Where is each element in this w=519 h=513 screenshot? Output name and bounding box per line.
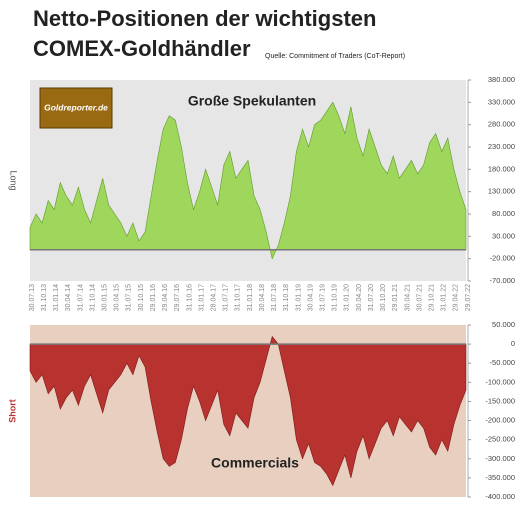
- x-tick-label: 31.07.15: [126, 284, 133, 311]
- y-tick-label: 380.000: [488, 75, 515, 84]
- x-tick-label: 31.10.16: [186, 284, 193, 311]
- x-tick-label: 30.01.15: [102, 284, 109, 311]
- source: Quelle: Commitment of Traders (CoT-Repor…: [265, 53, 405, 60]
- x-tick-label: 28.04.17: [211, 284, 218, 311]
- area: [29, 335, 467, 487]
- x-tick-label: 31.10.19: [332, 284, 339, 311]
- series-label: Commercials: [211, 455, 299, 471]
- y-tick-label: 280.000: [488, 120, 515, 129]
- y-tick-label: -20.000: [490, 254, 515, 263]
- x-tick-label: 31.10.13: [41, 284, 48, 311]
- x-tick-label: 29.01.21: [392, 284, 399, 311]
- x-tick-label: 30.04.15: [114, 284, 121, 311]
- y-axis-label: Short: [7, 399, 17, 423]
- y-tick-label: -400.000: [485, 492, 515, 501]
- x-tick-label: 31.07.20: [368, 284, 375, 311]
- y-tick-label: 230.000: [488, 142, 515, 151]
- x-tick-label: 29.04.16: [162, 284, 169, 311]
- y-tick-label: -150.000: [485, 396, 515, 405]
- y-tick-label: -70.000: [490, 276, 515, 285]
- x-tick-label: 31.10.14: [89, 284, 96, 311]
- x-tick-label: 31.07.14: [77, 284, 84, 311]
- x-tick-label: 31.07.19: [320, 284, 327, 311]
- x-tick-label: 31.01.22: [441, 284, 448, 311]
- y-tick-label: -50.000: [490, 358, 515, 367]
- x-tick-label: 29.04.22: [453, 284, 460, 311]
- title: Netto-Positionen der wichtigsten: [33, 6, 376, 31]
- x-tick-label: 30.04.14: [65, 284, 72, 311]
- x-tick-label: 31.01.19: [295, 284, 302, 311]
- y-tick-label: 80.000: [492, 209, 515, 218]
- y-tick-label: 130.000: [488, 187, 515, 196]
- x-tick-label: 30.04.20: [356, 284, 363, 311]
- x-tick-label: 29.07.16: [174, 284, 181, 311]
- x-tick-label: 30.10.20: [380, 284, 387, 311]
- y-tick-label: -300.000: [485, 454, 515, 463]
- area: [29, 101, 467, 260]
- logo: [39, 87, 113, 129]
- y-tick-label: 50.000: [492, 320, 515, 329]
- x-tick-label: 31.07.18: [271, 284, 278, 311]
- y-tick-label: -200.000: [485, 416, 515, 425]
- x-tick-label: 31.07.17: [223, 284, 230, 311]
- x-tick-label: 29.10.21: [429, 284, 436, 311]
- x-tick-label: 31.10.17: [235, 284, 242, 311]
- x-tick-label: 31.01.20: [344, 284, 351, 311]
- y-tick-label: -250.000: [485, 435, 515, 444]
- x-tick-label: 30.07.21: [416, 284, 423, 311]
- x-tick-label: 29.01.16: [150, 284, 157, 311]
- series-label: Große Spekulanten: [188, 93, 316, 109]
- y-tick-label: 0: [511, 339, 515, 348]
- x-tick-label: 30.04.18: [259, 284, 266, 311]
- y-tick-label: -350.000: [485, 473, 515, 482]
- x-tick-label: 31.01.17: [198, 284, 205, 311]
- x-tick-label: 30.10.15: [138, 284, 145, 311]
- x-tick-label: 31.10.18: [283, 284, 290, 311]
- y-tick-label: 180.000: [488, 164, 515, 173]
- x-tick-label: 30.07.13: [29, 284, 36, 311]
- x-tick-label: 31.01.14: [53, 284, 60, 311]
- title: COMEX-Goldhändler: [33, 36, 251, 61]
- y-tick-label: 330.000: [488, 97, 515, 106]
- x-tick-label: 31.01.18: [247, 284, 254, 311]
- y-tick-label: -100.000: [485, 377, 515, 386]
- logo-text: Goldreporter.de: [44, 102, 108, 112]
- x-tick-label: 30.04.21: [404, 284, 411, 311]
- y-tick-label: 30.000: [492, 231, 515, 240]
- x-tick-label: 29.07.22: [465, 284, 472, 311]
- y-axis-label: Long: [9, 170, 19, 190]
- x-tick-label: 30.04.19: [307, 284, 314, 311]
